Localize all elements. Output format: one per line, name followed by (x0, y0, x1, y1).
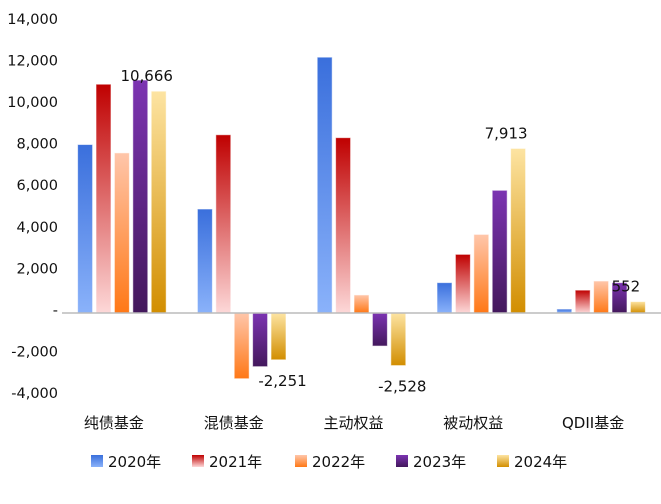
bar-2020年-混债基金 (196, 208, 213, 314)
bar-2021年-纯债基金 (95, 83, 112, 314)
legend-item-2022年: 2022年 (295, 453, 365, 471)
bar-2022年-主动权益 (353, 294, 370, 314)
bars (77, 56, 646, 380)
bar-2024年-混债基金 (270, 312, 287, 361)
legend-item-2024年: 2024年 (497, 453, 567, 471)
y-tick-label: 2,000 (16, 261, 58, 277)
data-label: -2,251 (258, 372, 306, 390)
data-label: 552 (612, 278, 641, 296)
y-tick-label: 12,000 (7, 53, 58, 69)
bar-2021年-主动权益 (335, 137, 352, 314)
bar-2024年-主动权益 (390, 312, 407, 367)
x-tick-label: 被动权益 (443, 414, 503, 432)
y-tick-label: -2,000 (11, 345, 58, 361)
legend-swatch (396, 455, 408, 467)
bar-2021年-混债基金 (215, 134, 232, 314)
x-tick-label: 混债基金 (204, 414, 264, 432)
bar-2020年-主动权益 (316, 56, 333, 314)
x-tick-label: 主动权益 (323, 414, 383, 432)
bar-2023年-被动权益 (491, 189, 508, 314)
bar-2020年-被动权益 (436, 282, 453, 314)
bar-2022年-纯债基金 (113, 152, 130, 314)
legend-label: 2024年 (514, 453, 567, 471)
bar-2022年-QDII基金 (593, 280, 610, 314)
legend-swatch (192, 455, 204, 467)
x-tick-label: 纯债基金 (84, 414, 144, 432)
y-tick-label: 10,000 (7, 95, 58, 111)
bar-2022年-被动权益 (473, 233, 490, 314)
legend-label: 2022年 (312, 453, 365, 471)
bar-2023年-纯债基金 (132, 79, 149, 314)
y-tick-label: 4,000 (16, 220, 58, 236)
legend-item-2023年: 2023年 (396, 453, 466, 471)
y-tick-label: 14,000 (7, 12, 58, 28)
x-tick-label: QDII基金 (562, 414, 624, 432)
bar-2024年-被动权益 (510, 147, 527, 314)
y-tick-label: - (53, 303, 58, 319)
legend: 2020年 2021年 2022年 2023年 2024年 (91, 453, 567, 471)
bar-2023年-混债基金 (252, 312, 269, 368)
legend-swatch (91, 455, 103, 467)
y-tick-label: 6,000 (16, 178, 58, 194)
x-axis: 纯债基金 混债基金 主动权益 被动权益 QDII基金 (84, 414, 624, 432)
bar-2023年-主动权益 (371, 312, 388, 347)
legend-swatch (295, 455, 307, 467)
data-label: 10,666 (120, 67, 173, 85)
bar-2020年-纯债基金 (77, 144, 94, 314)
bar-2021年-被动权益 (454, 253, 471, 314)
bar-2022年-混债基金 (233, 312, 250, 380)
data-labels: 10,666 -2,251 -2,528 7,913 552 (120, 67, 640, 395)
y-tick-label: 8,000 (16, 137, 58, 153)
legend-label: 2021年 (209, 453, 262, 471)
legend-label: 2023年 (413, 453, 466, 471)
data-label: -2,528 (378, 378, 426, 396)
data-label: 7,913 (485, 124, 528, 142)
legend-item-2020年: 2020年 (91, 453, 161, 471)
y-tick-label: -4,000 (11, 386, 58, 402)
y-axis: 14,000 12,000 10,000 8,000 6,000 4,000 2,000 - -… (7, 12, 58, 402)
legend-item-2021年: 2021年 (192, 453, 262, 471)
legend-label: 2020年 (108, 453, 161, 471)
legend-swatch (497, 455, 509, 467)
bar-2021年-QDII基金 (574, 289, 591, 314)
bar-2024年-纯债基金 (150, 90, 167, 314)
bar-2024年-QDII基金 (629, 301, 646, 314)
